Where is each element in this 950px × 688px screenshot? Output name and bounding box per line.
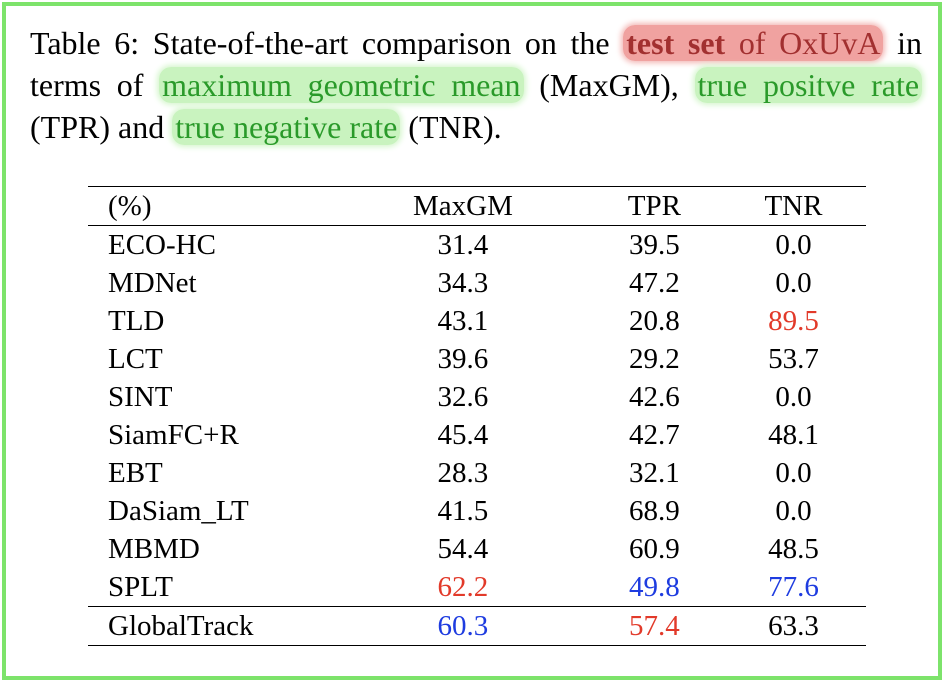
table-row: MDNet 34.3 47.2 0.0 (88, 264, 866, 302)
tnr-value-second: 77.6 (768, 571, 819, 603)
maxgm-value: 41.5 (437, 495, 489, 527)
tnr-value: 48.1 (768, 419, 819, 451)
tnr-value: 48.5 (768, 533, 819, 565)
table-row: LCT 39.6 29.2 53.7 (88, 340, 866, 378)
results-table: (%) MaxGM TPR TNR ECO-HC 31.4 39.5 0.0 M… (88, 186, 866, 646)
table-row: DaSiam_LT 41.5 68.9 0.0 (88, 492, 866, 530)
maxgm-value: 31.4 (437, 229, 489, 261)
tracker-name: SINT (108, 381, 173, 413)
caption-prefix: Table 6: State-of-the-art comparison on … (30, 25, 624, 61)
table-row: TLD 43.1 20.8 89.5 (88, 302, 866, 340)
tpr-value: 60.9 (629, 533, 680, 565)
tpr-value: 68.9 (629, 495, 680, 527)
table-caption: Table 6: State-of-the-art comparison on … (30, 22, 923, 148)
table-row: MBMD 54.4 60.9 48.5 (88, 530, 866, 568)
caption-mid3: (TPR) and (30, 109, 173, 145)
maxgm-value-best: 62.2 (437, 571, 489, 603)
table-row-ours: GlobalTrack 60.3 57.4 63.3 (88, 606, 866, 646)
maxgm-value-second: 60.3 (437, 610, 489, 642)
maxgm-value: 54.4 (437, 533, 489, 565)
tnr-value: 0.0 (775, 381, 812, 413)
tracker-name: GlobalTrack (108, 610, 254, 642)
tpr-value-second: 49.8 (629, 571, 680, 603)
tracker-name: TLD (108, 305, 165, 337)
header-unit: (%) (108, 190, 152, 222)
caption-of-oxuva: of OxUvA (725, 25, 881, 61)
tpr-value: 29.2 (629, 343, 680, 375)
tracker-name: SPLT (108, 571, 174, 603)
maxgm-value: 39.6 (437, 343, 489, 375)
caption-suffix: (TNR). (400, 109, 502, 145)
header-tpr: TPR (627, 190, 681, 222)
tnr-value: 0.0 (775, 457, 812, 489)
tracker-name: MDNet (108, 267, 197, 299)
tracker-name: EBT (108, 457, 163, 489)
maxgm-value: 43.1 (437, 305, 489, 337)
tpr-value: 39.5 (629, 229, 680, 261)
table-row: SiamFC+R 45.4 42.7 48.1 (88, 416, 866, 454)
tpr-value: 32.1 (629, 457, 680, 489)
highlight-test-set: test set of OxUvA (623, 25, 884, 61)
header-tnr: TNR (764, 190, 823, 222)
tpr-value-best: 57.4 (629, 610, 680, 642)
maxgm-value: 32.6 (437, 381, 489, 413)
tpr-value: 42.6 (629, 381, 680, 413)
caption-mid2: (MaxGM), (523, 67, 695, 103)
caption-mid1: in terms of (30, 25, 923, 103)
tnr-value: 0.0 (775, 229, 812, 261)
tpr-value: 47.2 (629, 267, 680, 299)
tracker-name: MBMD (108, 533, 200, 565)
tpr-value: 42.7 (629, 419, 680, 451)
maxgm-value: 45.4 (437, 419, 489, 451)
tnr-value-best: 89.5 (768, 305, 819, 337)
tracker-name: LCT (108, 343, 163, 375)
tracker-name: DaSiam_LT (108, 495, 249, 527)
tracker-name: ECO-HC (108, 229, 216, 261)
table-row: ECO-HC 31.4 39.5 0.0 (88, 226, 866, 265)
header-maxgm: MaxGM (412, 190, 513, 222)
tnr-value: 63.3 (768, 610, 819, 642)
maxgm-value: 28.3 (437, 457, 489, 489)
header-row: (%) MaxGM TPR TNR (88, 186, 866, 226)
tnr-value: 53.7 (768, 343, 819, 375)
table-row: SPLT 62.2 49.8 77.6 (88, 568, 866, 607)
figure-border (2, 2, 942, 680)
maxgm-value: 34.3 (437, 267, 489, 299)
table-row: SINT 32.6 42.6 0.0 (88, 378, 866, 416)
highlight-tnr: true negative rate (172, 109, 401, 145)
tnr-value: 0.0 (775, 267, 812, 299)
tracker-name: SiamFC+R (108, 419, 239, 451)
tpr-value: 20.8 (629, 305, 680, 337)
table-row: EBT 28.3 32.1 0.0 (88, 454, 866, 492)
tnr-value: 0.0 (775, 495, 812, 527)
highlight-maxgm: maximum geometric mean (159, 67, 524, 103)
highlight-tpr: true positve rate (694, 67, 923, 103)
caption-test-set: test set (626, 25, 726, 61)
